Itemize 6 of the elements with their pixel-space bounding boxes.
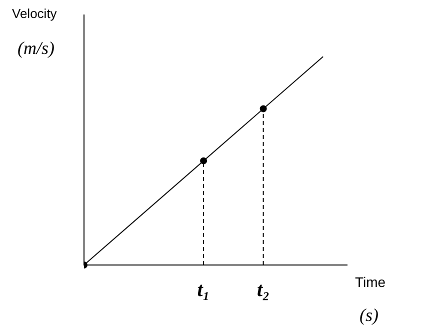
text: (m/s) — [18, 38, 54, 58]
x-axis-title: Time — [355, 274, 386, 290]
y-axis-title: Velocity — [12, 6, 58, 21]
x-tick-label: t₂ — [257, 279, 270, 302]
x-tick-label: t₁ — [197, 279, 210, 302]
text: (s) — [360, 305, 378, 325]
